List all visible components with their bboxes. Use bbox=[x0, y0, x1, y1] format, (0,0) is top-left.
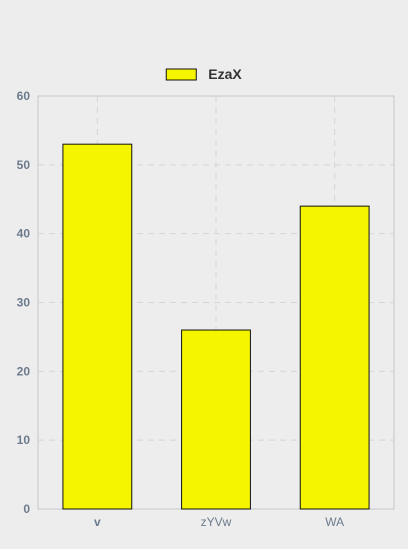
y-tick-label: 60 bbox=[17, 89, 31, 103]
tick-labels: 0 10 20 30 40 50 60 v zYVw WA bbox=[17, 89, 344, 529]
y-tick-label: 0 bbox=[23, 502, 30, 516]
x-tick-label: zYVw bbox=[201, 515, 232, 529]
legend[interactable]: EzaX bbox=[165, 66, 242, 82]
y-tick-label: 50 bbox=[17, 158, 31, 172]
y-tick-label: 10 bbox=[17, 433, 31, 447]
bar[interactable] bbox=[62, 143, 133, 510]
legend-swatch[interactable] bbox=[165, 68, 197, 81]
x-tick-label: WA bbox=[325, 515, 344, 529]
y-tick-label: 40 bbox=[17, 227, 31, 241]
x-tick-label: v bbox=[94, 515, 101, 529]
y-tick-label: 30 bbox=[17, 296, 31, 310]
legend-label[interactable]: EzaX bbox=[208, 66, 242, 82]
y-tick-label: 20 bbox=[17, 364, 31, 378]
bar[interactable] bbox=[181, 329, 251, 510]
bars bbox=[62, 143, 370, 510]
bar[interactable] bbox=[299, 205, 370, 510]
